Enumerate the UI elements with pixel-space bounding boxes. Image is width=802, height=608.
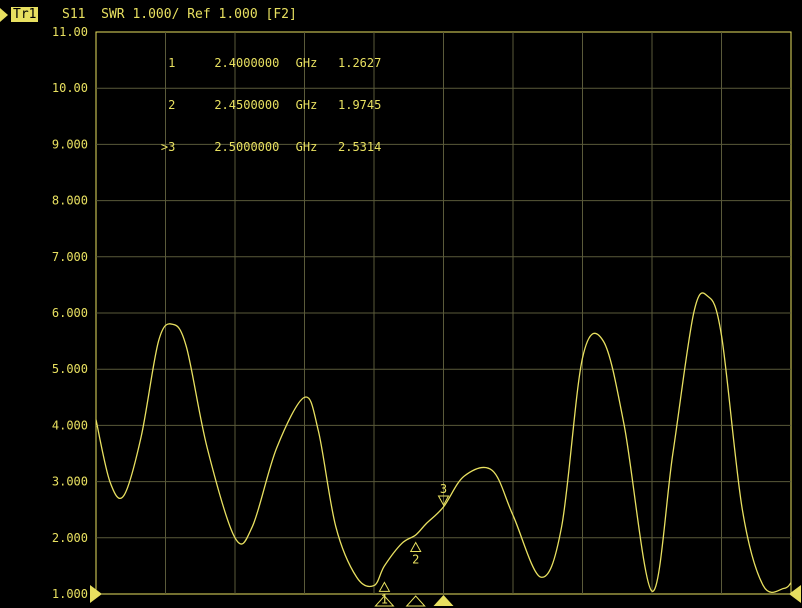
y-tick-label: 11.00 bbox=[52, 25, 88, 39]
marker-1-triangle-icon bbox=[378, 581, 391, 592]
trace-badge[interactable]: Tr1 bbox=[11, 7, 39, 22]
marker-frequency: 2.4000000 bbox=[214, 56, 280, 70]
y-tick-label: 4.000 bbox=[52, 418, 88, 432]
trace-header: Tr1 S11 SWR 1.000/ Ref 1.000 [F2] bbox=[0, 0, 802, 30]
marker-2-label: 2 bbox=[412, 552, 419, 566]
marker-2-triangle-icon bbox=[409, 541, 422, 552]
marker-id-number: 3 bbox=[168, 140, 176, 154]
marker-unit: GHz bbox=[295, 98, 318, 112]
active-marker-symbol: > bbox=[160, 140, 169, 154]
trace-format-info[interactable]: S11 SWR 1.000/ Ref 1.000 [F2] bbox=[62, 7, 297, 22]
marker-row-2: 2 2.4500000 GHz 1.9745 bbox=[110, 84, 381, 126]
y-tick-label: 5.000 bbox=[52, 362, 88, 376]
marker-frequency: 2.4500000 bbox=[214, 98, 280, 112]
marker-unit: GHz bbox=[295, 140, 318, 154]
marker-id: 1 bbox=[168, 56, 176, 70]
y-tick-label: 7.000 bbox=[52, 250, 88, 264]
y-tick-label: 3.000 bbox=[52, 475, 88, 489]
reference-level-right-arrow-icon bbox=[789, 585, 801, 603]
marker-row-1: 1 2.4000000 GHz 1.2627 bbox=[110, 42, 381, 84]
marker-2-position-indicator-icon bbox=[405, 595, 426, 607]
marker-value: 2.5314 bbox=[338, 140, 382, 154]
swr-trace-line bbox=[95, 292, 792, 593]
trace-layer bbox=[95, 292, 792, 593]
active-marker-position-indicator-icon bbox=[433, 595, 454, 606]
grid bbox=[96, 32, 791, 594]
marker-row-3-active: >3 2.5000000 GHz 2.5314 bbox=[110, 126, 381, 168]
marker-3-triangle-icon bbox=[437, 495, 450, 507]
marker-3-label: 3 bbox=[440, 482, 447, 496]
y-tick-label: 6.000 bbox=[52, 306, 88, 320]
marker-frequency: 2.5000000 bbox=[214, 140, 280, 154]
y-tick-label: 1.000 bbox=[52, 587, 88, 601]
marker-value: 1.9745 bbox=[338, 98, 382, 112]
marker-1-position-indicator-icon bbox=[374, 595, 395, 607]
reference-markers bbox=[90, 585, 801, 607]
y-tick-label: 2.000 bbox=[52, 531, 88, 545]
marker-value: 1.2627 bbox=[338, 56, 382, 70]
reference-level-arrow-icon bbox=[90, 585, 102, 603]
marker-unit: GHz bbox=[295, 56, 318, 70]
marker-readout-table: 1 2.4000000 GHz 1.2627 2 2.4500000 GHz 1.9745 … bbox=[110, 42, 381, 168]
y-tick-label: 9.000 bbox=[52, 137, 88, 151]
y-tick-label: 8.000 bbox=[52, 194, 88, 208]
active-trace-arrow-icon bbox=[0, 8, 8, 22]
y-tick-labels: 11.00 10.00 9.000 8.000 7.000 6.000 5.000 4.000… bbox=[52, 25, 88, 601]
marker-id: 2 bbox=[168, 98, 176, 112]
marker-id: >3 bbox=[153, 140, 175, 154]
marker-layer: 1 2 3 bbox=[378, 482, 450, 606]
marker-1-label: 1 bbox=[381, 592, 388, 606]
y-tick-label: 10.00 bbox=[52, 81, 88, 95]
